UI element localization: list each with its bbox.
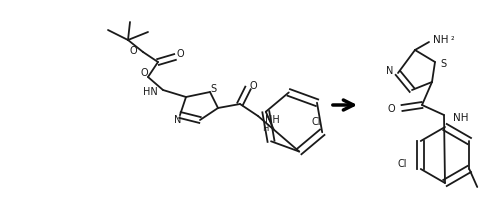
Text: O: O	[176, 49, 184, 59]
Text: ₂: ₂	[451, 33, 454, 42]
Text: HN: HN	[142, 87, 158, 97]
Text: NH: NH	[265, 115, 280, 125]
Text: N: N	[386, 66, 393, 76]
Text: NH: NH	[433, 35, 448, 45]
Text: O: O	[140, 68, 148, 78]
Text: S: S	[440, 59, 446, 69]
Text: NH: NH	[453, 113, 468, 123]
Text: O: O	[388, 104, 395, 114]
Text: O: O	[249, 81, 257, 91]
Text: Cl: Cl	[312, 117, 321, 127]
Text: S: S	[210, 84, 216, 94]
Text: Cl: Cl	[398, 159, 407, 169]
Text: N: N	[174, 115, 182, 125]
Text: O: O	[130, 46, 137, 56]
Text: H: H	[262, 123, 268, 133]
